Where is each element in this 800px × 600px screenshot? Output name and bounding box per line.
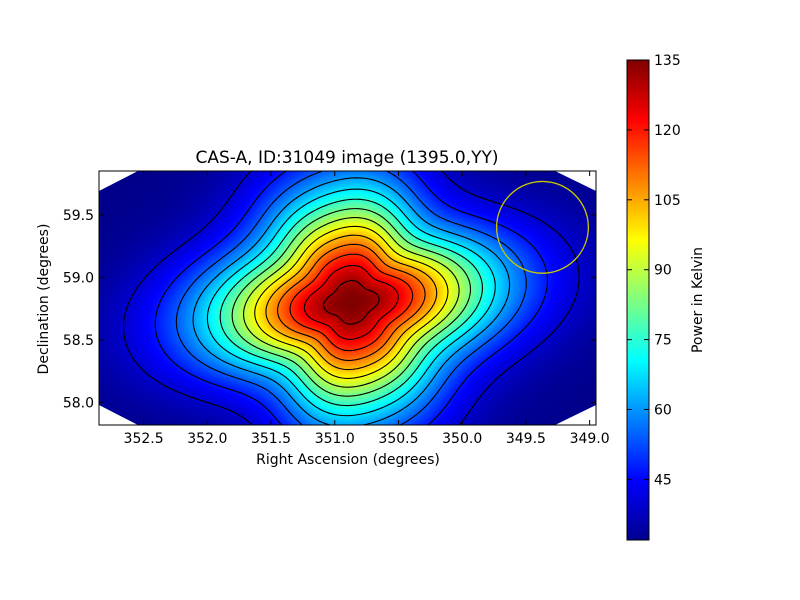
corner-mask-top-left xyxy=(99,171,138,191)
colorbar-ticks: 45 60 75 90 105 120 135 xyxy=(627,53,681,488)
contour-line xyxy=(289,253,414,352)
y-tick-label: 59.5 xyxy=(63,208,94,224)
contour-line xyxy=(243,217,460,388)
x-tick-label: 349.5 xyxy=(506,431,546,447)
contour-line xyxy=(122,171,580,425)
x-tick-label: 351.0 xyxy=(315,431,355,447)
colorbar-gradient xyxy=(627,60,649,540)
plot-frame xyxy=(98,170,597,426)
corner-mask-top-right xyxy=(555,171,596,191)
colorbar-tick-label: 120 xyxy=(654,123,681,139)
chart-title: CAS-A, ID:31049 image (1395.0,YY) xyxy=(195,148,498,168)
colorbar-tick-label: 90 xyxy=(654,263,672,279)
contour-line xyxy=(175,171,527,425)
corner-mask-bottom-left xyxy=(99,405,138,425)
y-tick-label: 58.0 xyxy=(63,395,94,411)
beam-circle xyxy=(495,180,590,274)
plot-area: 352.5 352.0 351.5 351.0 350.5 350.0 349.5 349.0… xyxy=(63,170,610,447)
colorbar-tick-label: 135 xyxy=(654,53,681,69)
contour-line xyxy=(303,264,399,340)
corner-masks xyxy=(99,171,596,425)
colorbar: 45 60 75 90 105 120 135 Power in Kelvin xyxy=(626,53,706,541)
x-tick-label: 352.5 xyxy=(124,431,164,447)
y-axis-label: Declination (degrees) xyxy=(36,224,52,375)
x-tick-label: 349.0 xyxy=(570,431,610,447)
y-tick-label: 58.5 xyxy=(63,333,94,349)
x-tick-label: 350.5 xyxy=(378,431,418,447)
contour-line xyxy=(231,208,472,397)
x-tick-label: 350.0 xyxy=(442,431,482,447)
colorbar-frame xyxy=(626,59,650,541)
x-tick-label: 351.5 xyxy=(251,431,291,447)
contour-line xyxy=(276,243,426,361)
colorbar-tick-label: 105 xyxy=(654,193,681,209)
x-axis: 352.5 352.0 351.5 351.0 350.5 350.0 349.5 349.0 xyxy=(124,171,610,447)
contour-line xyxy=(206,188,496,417)
contour-lines xyxy=(122,171,580,425)
colorbar-tick-label: 45 xyxy=(654,472,672,488)
colorbar-tick-label: 75 xyxy=(654,333,672,349)
x-tick-label: 352.0 xyxy=(187,431,227,447)
contour-line xyxy=(254,225,449,379)
colorbar-label: Power in Kelvin xyxy=(690,247,706,353)
y-tick-label: 59.0 xyxy=(63,270,94,286)
y-axis: 58.0 58.5 59.0 59.5 xyxy=(63,208,596,411)
colorbar-tick-label: 60 xyxy=(654,403,672,419)
corner-mask-bottom-right xyxy=(555,405,596,425)
contour-line xyxy=(219,198,483,407)
contour-line xyxy=(265,234,438,371)
contour-line xyxy=(154,171,549,425)
contour-line xyxy=(192,177,511,425)
heatmap-image xyxy=(99,171,596,425)
x-axis-label: Right Ascension (degrees) xyxy=(256,452,440,468)
contour-line xyxy=(323,280,380,325)
